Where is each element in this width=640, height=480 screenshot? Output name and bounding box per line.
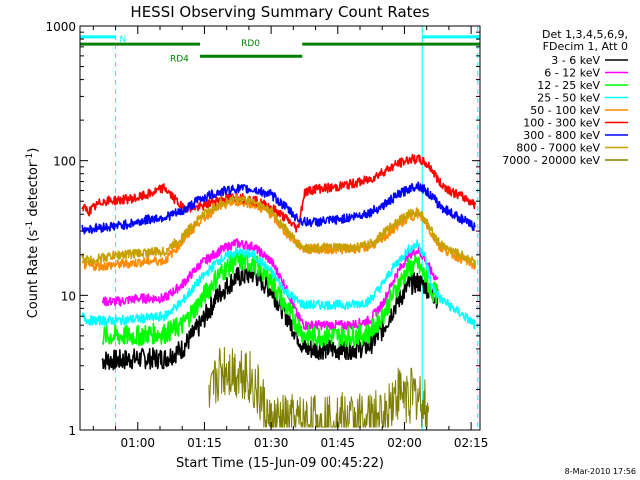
series-line-0 [101, 263, 439, 371]
series-line-3 [81, 239, 476, 330]
x-tick-label-0: 01:00 [120, 436, 155, 450]
y-tick-label-2: 100 [53, 155, 76, 169]
x-tick-label-3: 01:45 [320, 436, 355, 450]
x-tick-label-5: 02:15 [454, 436, 489, 450]
y-tick-label-1: 10 [61, 289, 76, 303]
legend-label-4: 50 - 100 keV [530, 104, 600, 117]
y-axis-title: Count Rate (s-1 detector-1) [25, 148, 41, 319]
x-tick-label-4: 02:00 [387, 436, 422, 450]
annotation-label-rd4: RD4 [170, 54, 189, 64]
annotation-label-rd0: RD0 [241, 39, 260, 49]
legend-label-3: 25 - 50 keV [537, 92, 600, 105]
legend-label-8: 7000 - 20000 keV [502, 154, 600, 167]
series-line-8 [208, 346, 430, 428]
series-line-6 [81, 181, 476, 235]
legend-label-1: 6 - 12 keV [544, 67, 600, 80]
x-tick-label-2: 01:30 [254, 436, 289, 450]
series-line-4 [81, 196, 477, 272]
series-line-7 [81, 194, 477, 266]
legend-header-1: FDecim 1, Att 0 [543, 40, 628, 53]
legend-label-2: 12 - 25 keV [537, 79, 600, 92]
axes: 1 10 100 1000 01:00 01:15 01:30 01:45 02:00 02:15 [45, 20, 488, 450]
plot-frame [79, 25, 481, 431]
legend-label-5: 100 - 300 keV [523, 117, 600, 130]
series-line-2 [101, 251, 439, 348]
legend-label-7: 800 - 7000 keV [516, 142, 600, 155]
x-tick-label-1: 01:15 [187, 436, 222, 450]
y-tick-label-0: 1 [68, 424, 76, 438]
y-tick-label-3: 1000 [45, 20, 76, 34]
x-axis-title: Start Time (15-Jun-09 00:45:22) [176, 456, 384, 471]
legend-label-6: 300 - 800 keV [523, 129, 600, 142]
plot-area: N RD0 RD4 [79, 26, 480, 430]
series-line-5 [81, 153, 477, 233]
chart-title: HESSI Observing Summary Count Rates [130, 3, 429, 21]
legend-label-0: 3 - 6 keV [551, 54, 600, 67]
legend: Det 1,3,4,5,6,9,FDecim 1, Att 03 - 6 keV… [502, 28, 628, 167]
footer-timestamp: 8-Mar-2010 17:56 [565, 467, 636, 476]
annotation-label-n: N [120, 35, 127, 45]
legend-header-0: Det 1,3,4,5,6,9, [542, 28, 628, 41]
